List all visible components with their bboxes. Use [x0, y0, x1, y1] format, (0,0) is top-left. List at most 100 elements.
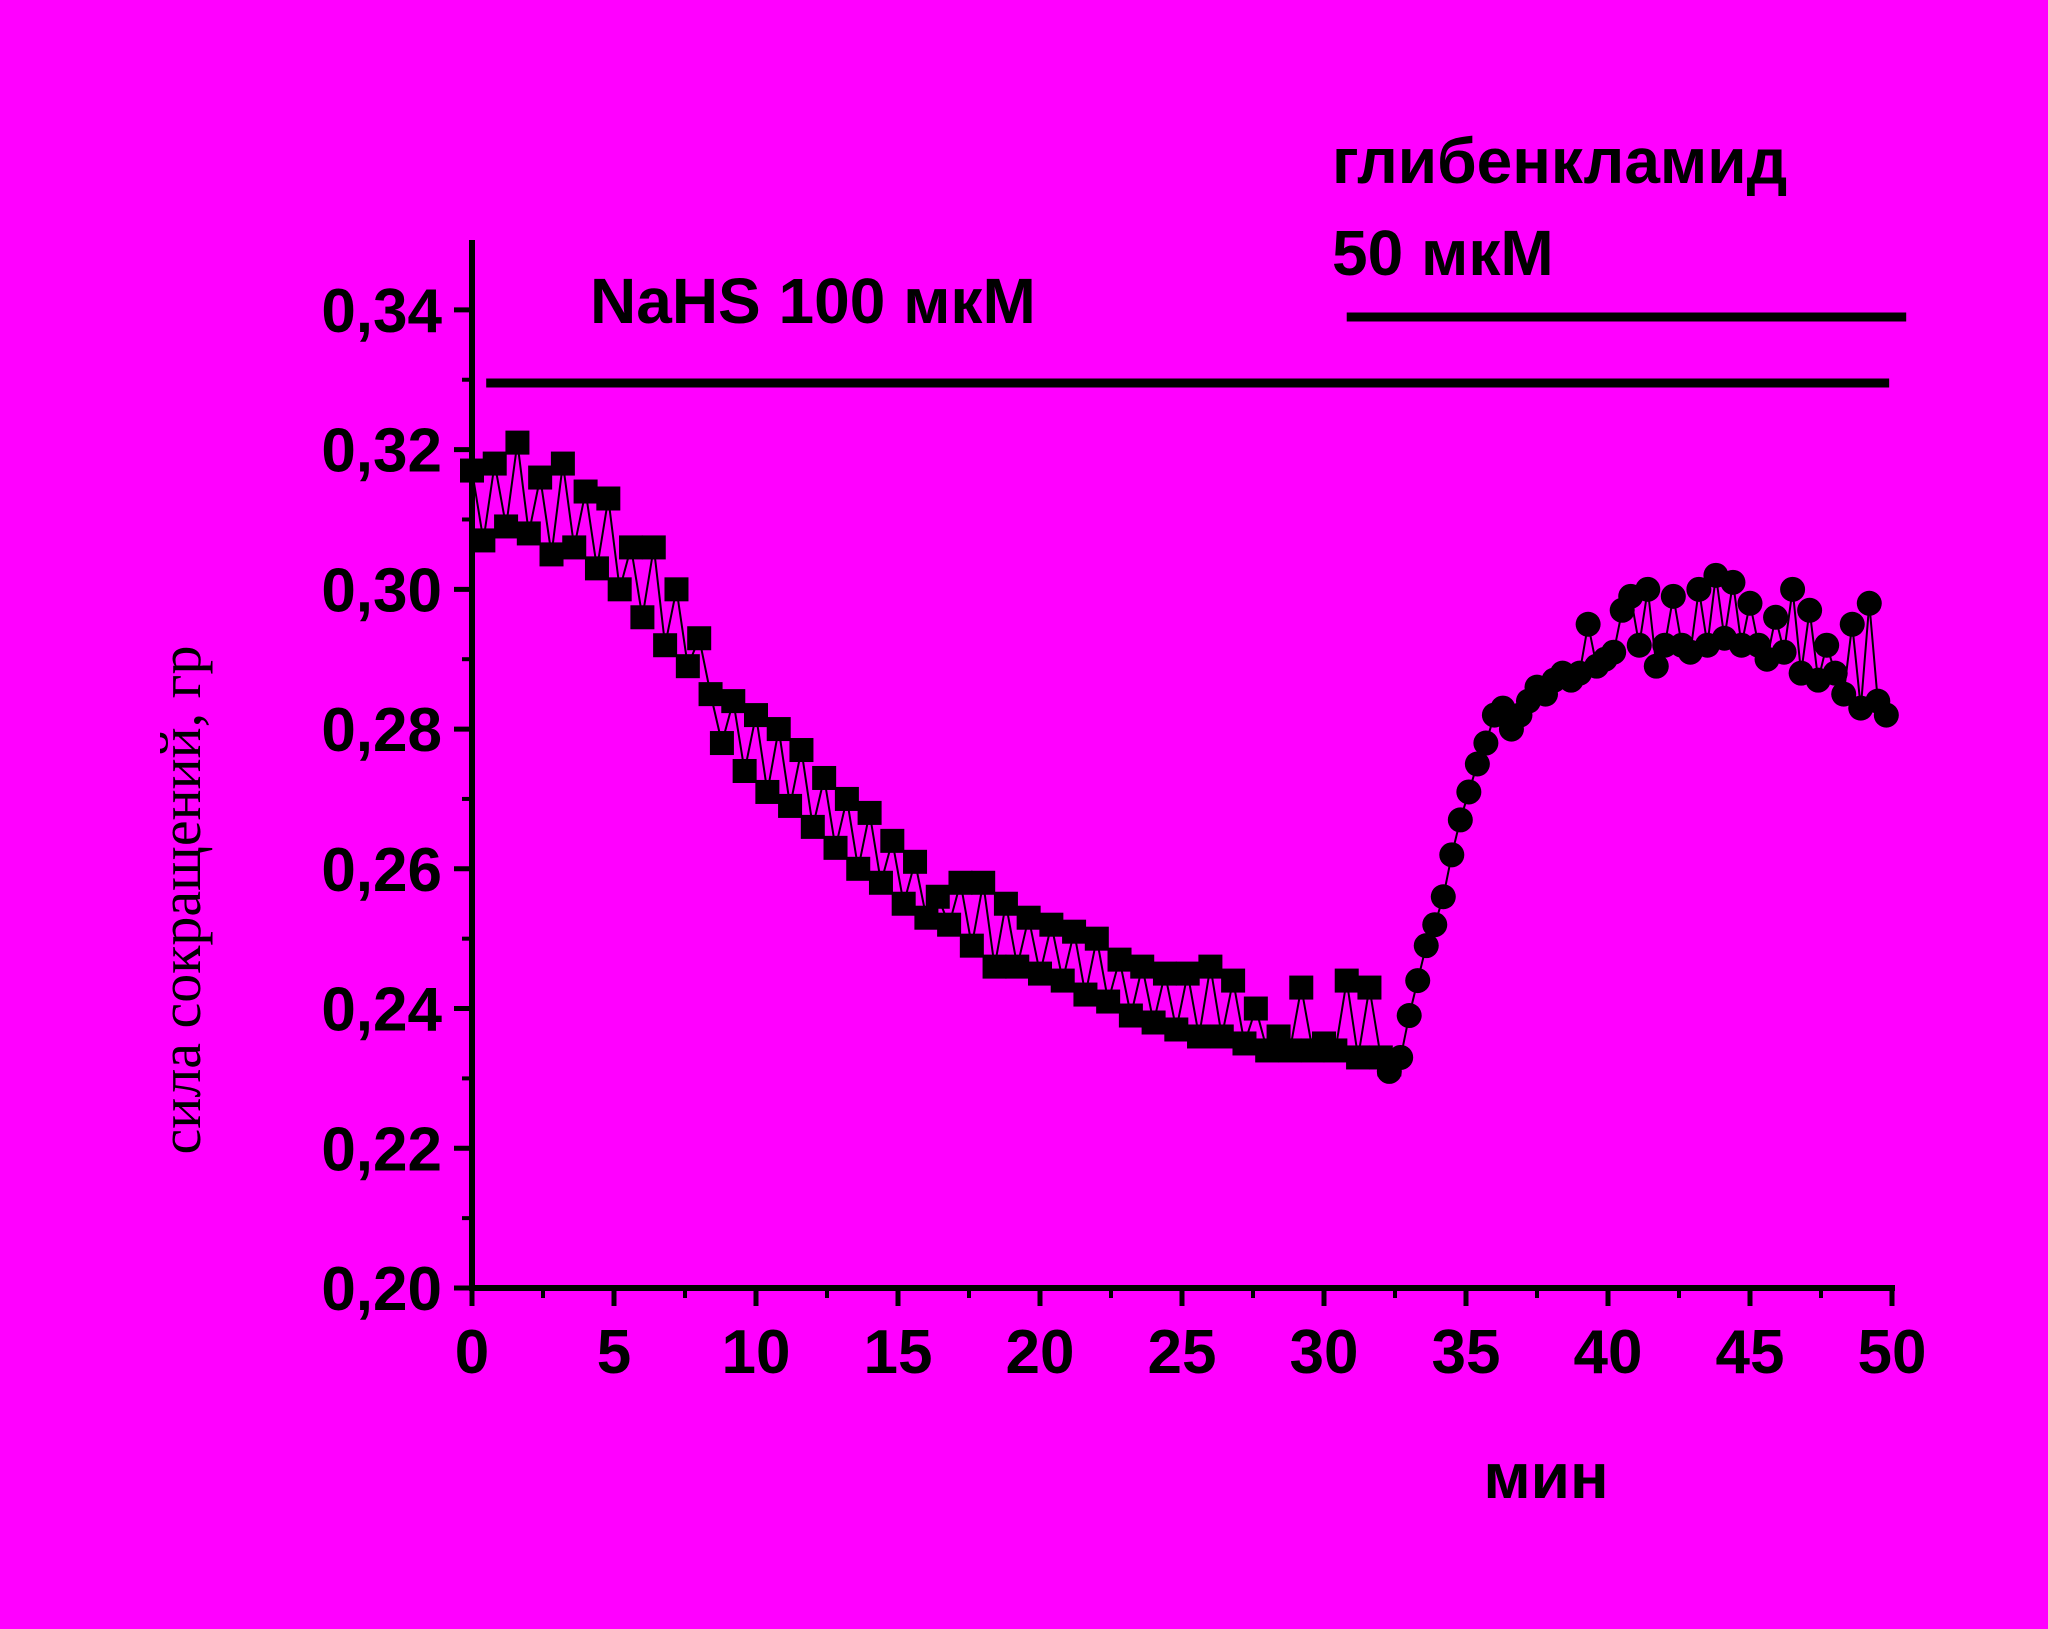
data-point-circle: [1575, 611, 1601, 637]
data-point-square: [505, 430, 530, 455]
data-point-circle: [1635, 576, 1661, 602]
nahs-label: NaHS 100 мкМ: [590, 265, 1036, 337]
data-point-square: [482, 451, 507, 476]
data-point-circle: [1814, 632, 1840, 658]
data-point-square: [1221, 968, 1246, 993]
data-point-square: [709, 731, 734, 756]
data-point-square: [732, 758, 757, 783]
data-point-square: [562, 535, 587, 560]
data-point-square: [1016, 905, 1041, 930]
data-point-circle: [1626, 632, 1652, 658]
data-point-square: [516, 521, 541, 546]
series-line-1: [471, 442, 1390, 1066]
data-point-square: [1198, 954, 1223, 979]
annotations: NaHS 100 мкМ глибенкламид 50 мкМ: [486, 125, 1907, 388]
data-point-square: [573, 479, 598, 504]
data-point-square: [1175, 961, 1200, 986]
data-point-square: [619, 535, 644, 560]
data-point-circle: [1856, 590, 1882, 616]
glibenclamide-label: глибенкламид: [1332, 125, 1787, 197]
data-point-square: [1277, 1038, 1302, 1063]
data-point-square: [1289, 975, 1314, 1000]
data-point-square: [823, 835, 848, 860]
data-point-square: [584, 556, 609, 581]
data-point-square: [1152, 961, 1177, 986]
data-point-circle: [1405, 968, 1431, 994]
data-point-circle: [1643, 653, 1669, 679]
data-point-square: [1073, 982, 1098, 1007]
data-point-square: [528, 465, 553, 490]
y-tick-label: 0,24: [321, 976, 442, 1045]
data-point-circle: [1447, 807, 1473, 833]
data-point-circle: [1831, 681, 1857, 707]
glibenclamide-concentration-label: 50 мкМ: [1332, 217, 1554, 289]
x-tick-label: 30: [1290, 1318, 1359, 1387]
data-points: [460, 430, 1899, 1084]
data-point-square: [1141, 1010, 1166, 1035]
y-tick-label: 0,20: [321, 1255, 442, 1324]
data-point-circle: [1737, 590, 1763, 616]
data-point-circle: [1430, 884, 1456, 910]
data-point-square: [664, 577, 689, 602]
data-point-square: [687, 626, 712, 651]
data-point-circle: [1464, 751, 1490, 777]
data-point-circle: [1473, 730, 1499, 756]
data-point-square: [1096, 989, 1121, 1014]
data-point-square: [1334, 968, 1359, 993]
data-point-circle: [1720, 569, 1746, 595]
data-point-square: [1084, 926, 1109, 951]
data-point-circle: [1873, 702, 1899, 728]
data-point-square: [1357, 975, 1382, 1000]
x-tick-label: 5: [597, 1318, 631, 1387]
data-point-square: [698, 682, 723, 707]
data-point-square: [993, 891, 1018, 916]
data-point-square: [834, 786, 859, 811]
y-tick-label: 0,28: [321, 696, 442, 765]
data-point-square: [1118, 1003, 1143, 1028]
data-point-square: [959, 933, 984, 958]
data-point-circle: [1388, 1044, 1414, 1070]
data-point-circle: [1822, 660, 1848, 686]
data-point-square: [914, 905, 939, 930]
data-point-square: [1209, 1024, 1234, 1049]
x-tick-label: 0: [455, 1318, 489, 1387]
y-tick-label: 0,26: [321, 836, 442, 905]
data-point-square: [471, 528, 496, 553]
x-axis-label: мин: [1483, 1440, 1608, 1512]
data-point-square: [903, 849, 928, 874]
x-tick-label: 35: [1432, 1318, 1501, 1387]
data-point-square: [789, 738, 814, 763]
data-point-square: [766, 717, 791, 742]
data-point-square: [1243, 996, 1268, 1021]
data-point-square: [971, 870, 996, 895]
data-point-square: [539, 542, 564, 567]
data-point-square: [1050, 968, 1075, 993]
x-tick-label: 25: [1148, 1318, 1217, 1387]
data-point-square: [1323, 1038, 1348, 1063]
data-point-circle: [1396, 1003, 1422, 1029]
data-point-circle: [1422, 912, 1448, 938]
data-point-square: [868, 870, 893, 895]
data-point-square: [744, 703, 768, 728]
x-tick-label: 40: [1574, 1318, 1643, 1387]
x-tick-label: 10: [722, 1318, 791, 1387]
data-point-square: [891, 891, 916, 916]
data-point-circle: [1686, 576, 1712, 602]
data-point-square: [1164, 1017, 1189, 1042]
data-point-circle: [1660, 583, 1686, 609]
data-point-square: [596, 486, 621, 511]
data-point-square: [1005, 954, 1030, 979]
data-point-square: [1028, 961, 1052, 986]
data-point-square: [675, 654, 700, 679]
data-point-circle: [1439, 842, 1465, 868]
data-point-square: [948, 870, 973, 895]
y-tick-label: 0,34: [321, 277, 442, 346]
data-point-square: [846, 856, 871, 881]
x-tick-label: 50: [1858, 1318, 1927, 1387]
data-point-circle: [1771, 639, 1797, 665]
y-tick-label: 0,22: [321, 1115, 442, 1184]
data-point-square: [1107, 947, 1132, 972]
data-point-square: [857, 800, 882, 825]
x-tick-label: 45: [1716, 1318, 1785, 1387]
